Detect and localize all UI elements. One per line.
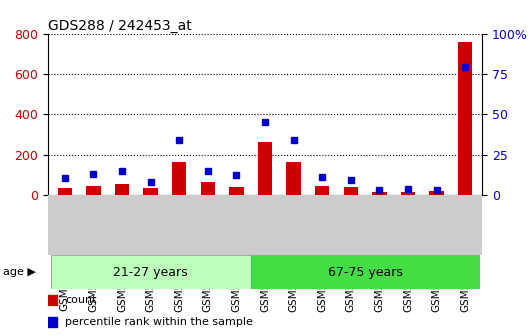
Text: age ▶: age ▶ [3,267,36,277]
Bar [251,255,480,289]
Bar [115,184,129,195]
Text: 67-75 years: 67-75 years [328,266,402,279]
Bar [58,188,72,195]
Bar [315,186,329,195]
Text: count: count [65,295,96,305]
Bar [201,182,215,195]
Text: 21-27 years: 21-27 years [113,266,188,279]
Bar [343,187,358,195]
Bar [401,192,415,195]
Bar [372,193,386,195]
Bar [229,187,244,195]
Bar [429,191,444,195]
Bar [458,42,472,195]
Bar [286,162,301,195]
Bar [172,162,187,195]
Text: percentile rank within the sample: percentile rank within the sample [65,317,253,327]
Bar [50,255,251,289]
Text: GDS288 / 242453_at: GDS288 / 242453_at [48,18,191,33]
Bar [86,186,101,195]
Bar [144,188,158,195]
Bar [258,142,272,195]
